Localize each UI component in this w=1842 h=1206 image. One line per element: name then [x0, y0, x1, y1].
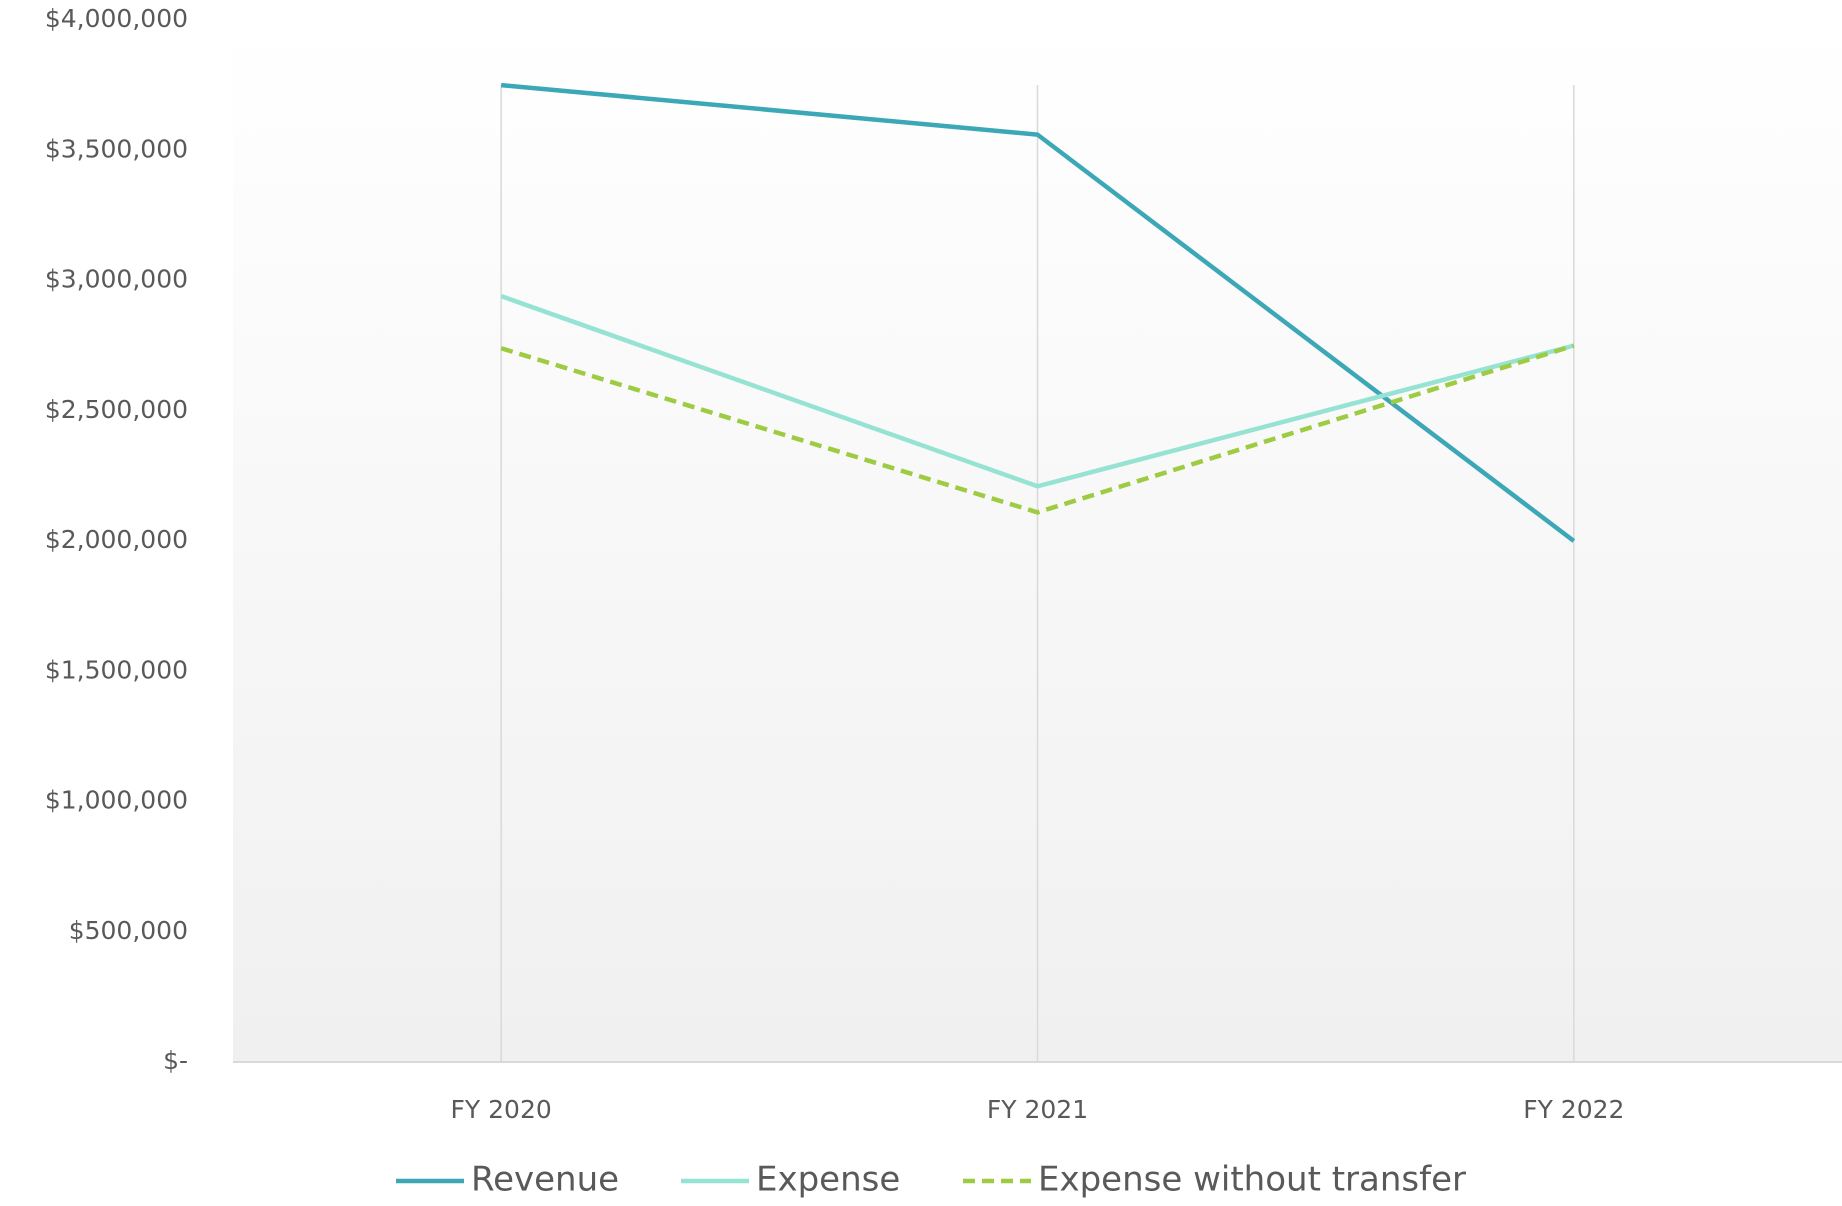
y-tick-label: $3,500,000 — [45, 134, 188, 163]
series-line — [500, 294, 1575, 489]
legend-label: Revenue — [471, 1160, 619, 1200]
y-tick-label: $500,000 — [69, 916, 188, 945]
legend-label: Expense — [756, 1160, 900, 1200]
y-tick-label: $3,000,000 — [45, 265, 188, 294]
y-tick-label: $- — [163, 1046, 188, 1075]
x-tick-label: FY 2020 — [451, 1095, 552, 1124]
x-tick-label: FY 2021 — [987, 1095, 1088, 1124]
series-line — [500, 343, 1575, 515]
y-tick-label: $1,000,000 — [45, 786, 188, 815]
series-line — [500, 82, 1576, 543]
y-tick-label: $2,500,000 — [45, 395, 188, 424]
y-tick-label: $1,500,000 — [45, 655, 188, 684]
y-tick-label: $2,000,000 — [45, 525, 188, 554]
legend-label: Expense without transfer — [1038, 1160, 1466, 1200]
y-tick-label: $4,000,000 — [45, 4, 188, 33]
x-tick-label: FY 2022 — [1523, 1095, 1624, 1124]
